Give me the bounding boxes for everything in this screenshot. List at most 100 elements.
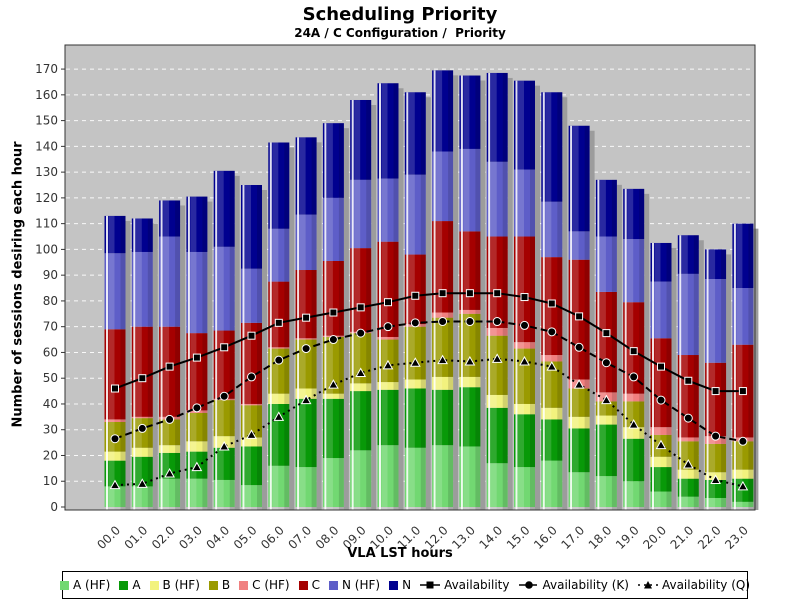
- bar-segment: [377, 445, 399, 507]
- square-marker: [192, 353, 201, 362]
- bar-segment: [732, 441, 754, 470]
- bar-segment: [595, 401, 617, 416]
- bar-segment: [295, 467, 317, 507]
- bar-segment: [241, 185, 262, 269]
- bar-segment: [104, 419, 126, 422]
- legend-label: B: [221, 578, 231, 592]
- triangle-marker: [491, 353, 503, 363]
- bar-segment: [159, 445, 181, 453]
- y-tick-label: 140: [35, 139, 58, 153]
- y-axis-label: Number of sessions desiring each hour: [10, 141, 26, 428]
- bar-segment: [514, 169, 535, 237]
- circle-marker: [165, 414, 175, 424]
- legend-swatch: [60, 580, 70, 590]
- square-marker: [657, 362, 665, 371]
- bar-shade: [611, 179, 617, 510]
- bar-segment: [541, 460, 563, 507]
- bar-segment: [732, 288, 754, 345]
- bar-shadow: [753, 228, 759, 510]
- bar-segment: [677, 441, 699, 470]
- bar-segment: [268, 142, 290, 229]
- bar-segment: [486, 161, 508, 237]
- bar-segment: [186, 251, 208, 334]
- bar-segment: [131, 326, 153, 417]
- triangle-marker: [246, 429, 257, 439]
- bar-shade: [448, 70, 454, 511]
- bar-segment: [459, 75, 481, 149]
- legend-label: N: [402, 578, 412, 592]
- legend-swatch: [298, 580, 308, 590]
- bar-highlight: [242, 185, 245, 510]
- circle-marker: [301, 344, 311, 354]
- triangle-marker: [218, 440, 230, 451]
- square-marker: [738, 387, 747, 396]
- bar-segment: [131, 486, 153, 507]
- bar-segment: [186, 412, 208, 442]
- bar-segment: [623, 427, 645, 439]
- bar-segment: [377, 83, 399, 179]
- y-tick-label: 80: [43, 294, 58, 308]
- bar-segment: [732, 469, 754, 479]
- triangle-marker: [300, 394, 312, 405]
- legend-marker-icon: [637, 581, 658, 589]
- bar-segment: [432, 317, 454, 377]
- square-marker: [356, 303, 365, 312]
- chart-subtitle: 24A / C Configuration / Priority: [294, 26, 506, 40]
- bar-highlight: [570, 125, 573, 510]
- bar-shadow: [644, 193, 650, 510]
- bar-shade: [639, 188, 645, 510]
- bar-segment: [514, 467, 535, 507]
- bar-segment: [541, 407, 563, 420]
- bar-segment: [514, 414, 535, 468]
- bar-segment: [350, 99, 372, 180]
- bar-shade: [175, 200, 181, 510]
- circle-marker: [656, 395, 666, 405]
- triangle-marker: [464, 355, 476, 366]
- chart-title: Scheduling Priority: [302, 4, 498, 25]
- bar-segment: [705, 249, 727, 280]
- bar-segment: [241, 403, 262, 406]
- bar-segment: [322, 123, 344, 198]
- bar-sheen: [681, 235, 688, 510]
- bar-highlight: [679, 235, 682, 510]
- circle-marker: [520, 320, 529, 330]
- bar-segment: [131, 218, 153, 252]
- bar-segment: [541, 419, 563, 461]
- triangle-marker: [328, 379, 339, 389]
- legend-item: C: [298, 578, 320, 592]
- bar-segment: [131, 251, 153, 327]
- y-tick-label: 130: [35, 165, 58, 179]
- circle-marker: [711, 431, 721, 441]
- bar-highlight: [733, 223, 736, 510]
- bar-segment: [677, 355, 699, 438]
- bar-shade: [120, 215, 126, 511]
- bar-segment: [459, 309, 481, 314]
- bar-shadow: [125, 220, 131, 511]
- y-tick-label: 160: [35, 88, 58, 102]
- bar-segment: [350, 450, 372, 507]
- y-tick-label: 110: [35, 217, 58, 231]
- bar-segment: [213, 170, 235, 247]
- circle-marker: [492, 317, 502, 327]
- bar-shade: [502, 72, 508, 510]
- circle-marker: [192, 403, 202, 413]
- square-marker: [520, 293, 529, 302]
- circle-marker: [219, 391, 229, 401]
- bar-segment: [650, 456, 672, 468]
- legend-label: C: [311, 578, 320, 592]
- bar-segment: [677, 235, 699, 274]
- legend-item: C (HF): [239, 578, 290, 592]
- bar-segment: [595, 236, 617, 292]
- bar-segment: [650, 491, 672, 507]
- bar-segment: [459, 376, 481, 388]
- bar-sheen: [190, 196, 197, 511]
- bar-segment: [104, 215, 126, 254]
- square-marker: [274, 318, 283, 327]
- circle-marker: [328, 335, 338, 345]
- bar-segment: [432, 151, 454, 222]
- bar-segment: [295, 398, 317, 468]
- bar-segment: [377, 389, 399, 446]
- availability-line: [114, 320, 744, 443]
- bar-segment: [159, 200, 181, 237]
